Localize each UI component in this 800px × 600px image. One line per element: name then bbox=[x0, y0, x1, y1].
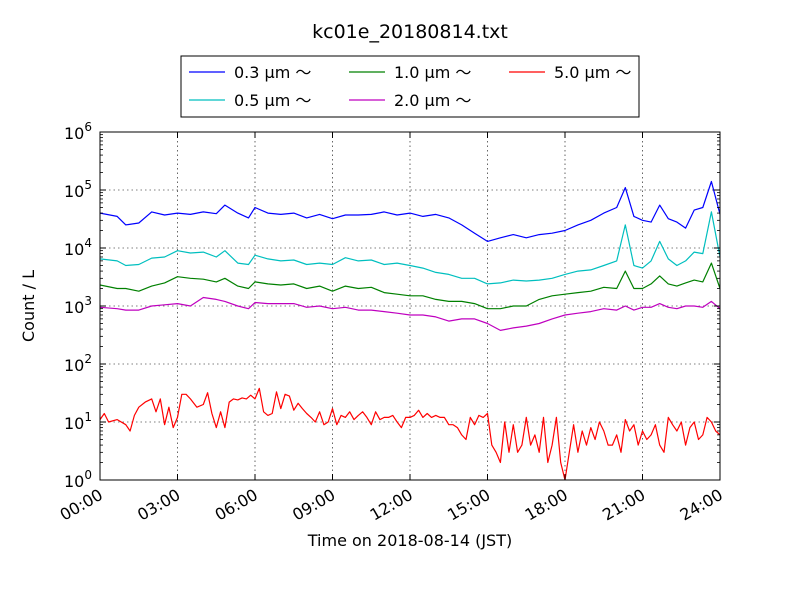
legend-label: 0.3 μm ～ bbox=[234, 63, 311, 82]
legend-label: 1.0 μm ～ bbox=[394, 63, 471, 82]
y-axis-label: Count / L bbox=[19, 270, 38, 342]
series-line-2-0um bbox=[100, 296, 720, 331]
chart-title: kc01e_20180814.txt bbox=[312, 21, 508, 43]
legend: 0.3 μm ～ 1.0 μm ～ 5.0 μm ～ 0.5 μm ～ 2.0 μm ～ bbox=[180, 55, 640, 118]
series-line-5-0um bbox=[100, 387, 720, 480]
x-axis-label: Time on 2018-08-14 (JST) bbox=[307, 531, 512, 550]
y-tick-label: 106 bbox=[64, 120, 92, 143]
y-tick-label: 102 bbox=[64, 352, 92, 375]
series-lines bbox=[100, 180, 720, 480]
y-tick-label: 101 bbox=[64, 410, 92, 433]
legend-label: 5.0 μm ～ bbox=[554, 63, 631, 82]
legend-label: 0.5 μm ～ bbox=[234, 91, 311, 110]
y-tick-label: 103 bbox=[64, 294, 92, 317]
legend-label: 2.0 μm ～ bbox=[394, 91, 471, 110]
legend-box bbox=[180, 55, 640, 118]
series-line-0-5um bbox=[100, 211, 720, 285]
y-tick-label: 105 bbox=[64, 178, 92, 201]
series-line-0-3um bbox=[100, 180, 720, 242]
series-line-1-0um bbox=[100, 262, 720, 310]
y-tick-label: 104 bbox=[64, 236, 92, 259]
y-axis-ticks: 100 101 102 103 104 105 106 bbox=[64, 120, 720, 491]
y-tick-label: 100 bbox=[64, 468, 92, 491]
